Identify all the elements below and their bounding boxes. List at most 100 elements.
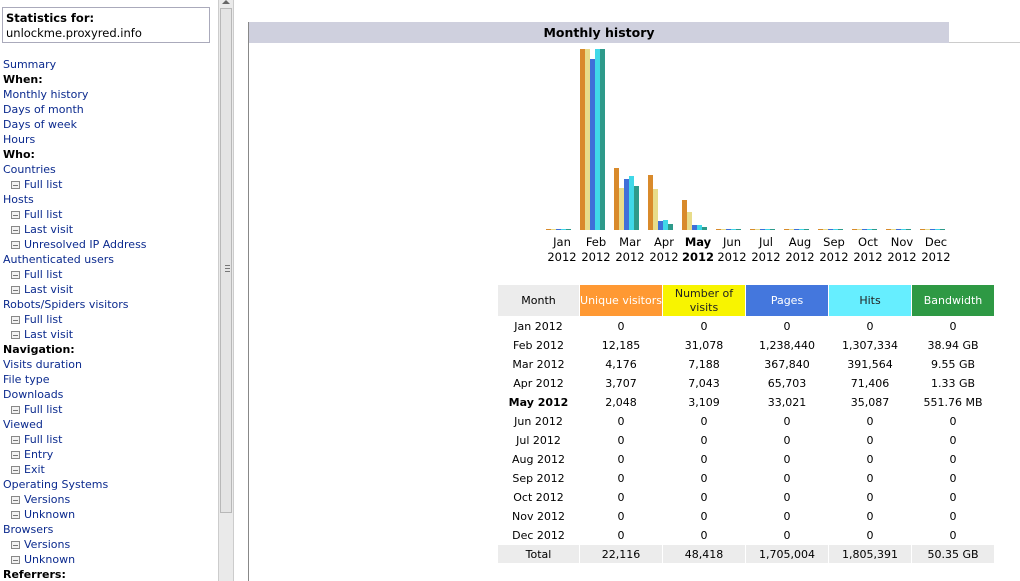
submenu-bullet-icon bbox=[11, 225, 20, 234]
menu-days-of-week[interactable]: Days of week bbox=[3, 117, 147, 132]
menu-file-type[interactable]: File type bbox=[3, 372, 147, 387]
table-row: Nov 2012 0 0 0 0 0 bbox=[498, 507, 994, 525]
menu-link-label[interactable]: Full list bbox=[24, 313, 63, 326]
menu-link-label[interactable]: Versions bbox=[24, 493, 71, 506]
menu-robots-last-visit[interactable]: Last visit bbox=[3, 327, 147, 342]
bar-bandwidth-mar bbox=[634, 186, 639, 230]
scroll-up-arrow-icon[interactable] bbox=[222, 0, 230, 4]
cell-month: Sep 2012 bbox=[512, 471, 565, 485]
menu-downloads-full-list[interactable]: Full list bbox=[3, 402, 147, 417]
menu-viewed[interactable]: Viewed bbox=[3, 417, 147, 432]
bar-unique-nov bbox=[886, 229, 891, 230]
bar-bandwidth-oct bbox=[872, 229, 877, 230]
bar-unique-sep bbox=[818, 229, 823, 230]
x-tick-label-year: 2012 bbox=[547, 250, 576, 264]
cell-pages: 0 bbox=[783, 433, 791, 447]
menu-countries-full-list[interactable]: Full list bbox=[3, 177, 147, 192]
menu-link-label[interactable]: Countries bbox=[3, 163, 56, 176]
menu-operating-systems[interactable]: Operating Systems bbox=[3, 477, 147, 492]
menu-os-versions[interactable]: Versions bbox=[3, 492, 147, 507]
cell-unique: 0 bbox=[617, 471, 625, 485]
x-tick-label-month: Sep bbox=[823, 235, 845, 249]
menu-link-label[interactable]: Authenticated users bbox=[3, 253, 114, 266]
menu-link-label[interactable]: Operating Systems bbox=[3, 478, 109, 491]
menu-hosts[interactable]: Hosts bbox=[3, 192, 147, 207]
menu-link-label[interactable]: Versions bbox=[24, 538, 71, 551]
cell-pages: 0 bbox=[783, 509, 791, 523]
cell-month: Apr 2012 bbox=[513, 376, 564, 390]
menu-downloads[interactable]: Downloads bbox=[3, 387, 147, 402]
menu-auth-last-visit[interactable]: Last visit bbox=[3, 282, 147, 297]
menu-link-label[interactable]: Full list bbox=[24, 178, 63, 191]
monthly-history-chart: Jan2012Feb2012Mar2012Apr2012May2012Jun20… bbox=[546, 49, 951, 264]
menu-link-label[interactable]: Browsers bbox=[3, 523, 54, 536]
menu-link-label[interactable]: Days of week bbox=[3, 118, 77, 131]
menu-link-label[interactable]: Full list bbox=[24, 433, 63, 446]
menu-link-label[interactable]: Unknown bbox=[24, 553, 76, 566]
left-frame-scrollbar[interactable] bbox=[218, 0, 234, 581]
menu-browsers-unknown[interactable]: Unknown bbox=[3, 552, 147, 567]
menu-link-label[interactable]: Downloads bbox=[3, 388, 64, 401]
menu-viewed-entry[interactable]: Entry bbox=[3, 447, 147, 462]
menu-link-label[interactable]: Summary bbox=[3, 58, 57, 71]
menu-visits-duration[interactable]: Visits duration bbox=[3, 357, 147, 372]
x-tick-label-year: 2012 bbox=[887, 250, 916, 264]
table-row: Apr 2012 3,707 7,043 65,703 71,406 1.33 GB bbox=[498, 374, 994, 392]
cell-month: Feb 2012 bbox=[513, 338, 564, 352]
menu-auth-full-list[interactable]: Full list bbox=[3, 267, 147, 282]
menu-viewed-exit[interactable]: Exit bbox=[3, 462, 147, 477]
menu-link-label[interactable]: Last visit bbox=[24, 223, 74, 236]
menu-hosts-full-list[interactable]: Full list bbox=[3, 207, 147, 222]
cell-hits: 391,564 bbox=[847, 357, 893, 371]
menu-link-label[interactable]: Viewed bbox=[3, 418, 43, 431]
menu-header-label: Navigation: bbox=[3, 343, 75, 356]
menu-link-label[interactable]: Robots/Spiders visitors bbox=[3, 298, 129, 311]
menu-link-label[interactable]: Full list bbox=[24, 208, 63, 221]
table-row: May 2012 2,048 3,109 33,021 35,087 551.76 MB bbox=[498, 393, 994, 411]
col-header-month: Month bbox=[498, 285, 579, 316]
bar-bandwidth-jul bbox=[770, 229, 775, 230]
x-tick-label-year: 2012 bbox=[615, 250, 644, 264]
cell-month: Mar 2012 bbox=[512, 357, 565, 371]
bar-pages-jun bbox=[726, 229, 731, 230]
menu-summary[interactable]: Summary bbox=[3, 57, 147, 72]
menu-countries[interactable]: Countries bbox=[3, 162, 147, 177]
menu-viewed-full-list[interactable]: Full list bbox=[3, 432, 147, 447]
menu-link-label[interactable]: Full list bbox=[24, 403, 63, 416]
menu-link-label[interactable]: Unknown bbox=[24, 508, 76, 521]
menu-authenticated-users[interactable]: Authenticated users bbox=[3, 252, 147, 267]
menu-os-unknown[interactable]: Unknown bbox=[3, 507, 147, 522]
menu-link-label[interactable]: Unresolved IP Address bbox=[24, 238, 147, 251]
menu-monthly-history[interactable]: Monthly history bbox=[3, 87, 147, 102]
cell-unique: 0 bbox=[617, 509, 625, 523]
cell-visits: 7,043 bbox=[688, 376, 720, 390]
menu-link-label[interactable]: Last visit bbox=[24, 328, 74, 341]
menu-browsers[interactable]: Browsers bbox=[3, 522, 147, 537]
menu-browsers-versions[interactable]: Versions bbox=[3, 537, 147, 552]
cell-pages: 65,703 bbox=[767, 376, 807, 390]
menu-header-label: Who: bbox=[3, 148, 35, 161]
menu-link-label[interactable]: Visits duration bbox=[3, 358, 82, 371]
menu-days-of-month[interactable]: Days of month bbox=[3, 102, 147, 117]
menu-hours[interactable]: Hours bbox=[3, 132, 147, 147]
bar-hits-jun bbox=[731, 229, 736, 230]
menu-header-when: When: bbox=[3, 72, 147, 87]
menu-link-label[interactable]: Exit bbox=[24, 463, 45, 476]
x-tick-label-year: 2012 bbox=[717, 250, 746, 264]
menu-hosts-last-visit[interactable]: Last visit bbox=[3, 222, 147, 237]
menu-link-label[interactable]: Entry bbox=[24, 448, 54, 461]
menu-link-label[interactable]: Hosts bbox=[3, 193, 34, 206]
cell-visits: 48,418 bbox=[663, 545, 745, 563]
bar-unique-aug bbox=[784, 229, 789, 230]
menu-hosts-unresolved-ip[interactable]: Unresolved IP Address bbox=[3, 237, 147, 252]
menu-robots-full-list[interactable]: Full list bbox=[3, 312, 147, 327]
table-row: Jan 2012 0 0 0 0 0 bbox=[498, 317, 994, 335]
menu-link-label[interactable]: Days of month bbox=[3, 103, 84, 116]
menu-link-label[interactable]: File type bbox=[3, 373, 50, 386]
scrollbar-thumb[interactable] bbox=[220, 8, 232, 513]
menu-link-label[interactable]: Hours bbox=[3, 133, 36, 146]
menu-robots[interactable]: Robots/Spiders visitors bbox=[3, 297, 147, 312]
menu-link-label[interactable]: Monthly history bbox=[3, 88, 89, 101]
menu-link-label[interactable]: Last visit bbox=[24, 283, 74, 296]
menu-link-label[interactable]: Full list bbox=[24, 268, 63, 281]
